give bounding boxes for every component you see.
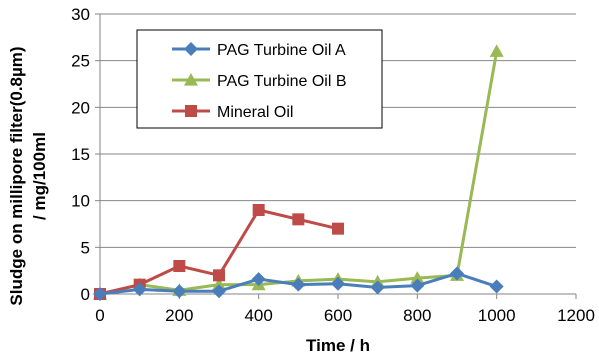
- y-axis-title-line-1: Sludge on millipore filter(0.8µm): [7, 46, 26, 305]
- y-tick-label: 20: [71, 98, 90, 117]
- y-tick-label: 0: [81, 285, 90, 304]
- legend-item-pag-turbine-oil-b: PAG Turbine Oil B: [172, 73, 347, 90]
- y-tick-label: 15: [71, 145, 90, 164]
- data-point-pag-turbine-oil-b: [489, 44, 504, 57]
- data-point-pag-turbine-oil-a: [291, 277, 306, 292]
- x-axis-title: Time / h: [306, 336, 370, 355]
- data-point-mineral-oil: [252, 204, 265, 216]
- legend-item-mineral-oil: Mineral Oil: [172, 104, 293, 121]
- x-tick-label: 200: [165, 306, 193, 325]
- data-point-pag-turbine-oil-a: [331, 276, 345, 291]
- data-point-pag-turbine-oil-a: [93, 287, 107, 301]
- legend-item-pag-turbine-oil-a: PAG Turbine Oil A: [172, 42, 346, 59]
- y-tick-label: 25: [71, 52, 90, 71]
- data-point-pag-turbine-oil-a: [410, 278, 425, 293]
- data-point-pag-turbine-oil-a: [172, 284, 187, 299]
- y-tick-label: 10: [71, 192, 90, 211]
- legend-marker-triangle: [184, 73, 198, 86]
- y-tick-label: 5: [81, 238, 90, 257]
- x-tick-label: 600: [324, 306, 352, 325]
- data-point-pag-turbine-oil-a: [370, 280, 385, 295]
- data-point-mineral-oil: [292, 213, 305, 226]
- series-layer: [93, 44, 504, 301]
- series-pag-turbine-oil-a: [93, 266, 504, 301]
- data-point-pag-turbine-oil-a: [212, 284, 226, 299]
- data-point-mineral-oil: [173, 260, 186, 272]
- legend-marker-square: [185, 105, 197, 117]
- legend: PAG Turbine Oil A PAG Turbine Oil B Minera…: [136, 29, 383, 129]
- data-point-pag-turbine-oil-b: [410, 271, 425, 284]
- legend-label: PAG Turbine Oil A: [217, 42, 346, 59]
- axis-labels: Time / h Sludge on millipore filter(0.8µ…: [7, 46, 370, 355]
- x-tick-label: 0: [95, 306, 104, 325]
- data-point-mineral-oil: [213, 269, 225, 282]
- data-point-pag-turbine-oil-a: [450, 266, 464, 281]
- x-tick-label: 400: [244, 306, 272, 325]
- x-tick-label: 800: [403, 306, 431, 325]
- x-tick-label: 1000: [478, 306, 516, 325]
- y-axis-title-line-2: / mg/100ml: [30, 132, 49, 220]
- legend-label: Mineral Oil: [217, 104, 293, 121]
- data-point-pag-turbine-oil-a: [132, 282, 147, 297]
- data-point-pag-turbine-oil-b: [212, 277, 226, 291]
- x-tick-label: 1200: [557, 306, 595, 325]
- legend-label: PAG Turbine Oil B: [217, 73, 347, 90]
- data-point-pag-turbine-oil-a: [489, 279, 504, 294]
- y-tick-label: 30: [71, 5, 90, 24]
- legend-marker-diamond: [184, 42, 198, 56]
- axis-layer: 0 5 10 15 20 25 30 0 200 400 600 800 1000 1200: [71, 5, 595, 325]
- data-point-mineral-oil: [332, 222, 344, 235]
- data-point-pag-turbine-oil-a: [251, 272, 266, 287]
